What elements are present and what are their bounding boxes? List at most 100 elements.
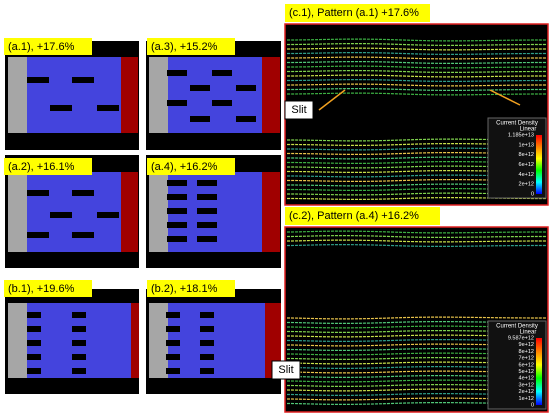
legend-tick-label: 9.587e+12 (508, 335, 534, 341)
current-streamline (286, 83, 547, 87)
label-box (4, 280, 92, 297)
slot (27, 340, 41, 346)
legend-tick-label: 4e+12 (519, 172, 534, 178)
slot (166, 326, 180, 332)
current-streamline (286, 43, 547, 46)
panel-label: (c.1), Pattern (a.1) +17.6% (289, 7, 419, 19)
legend-title: Current Density (496, 324, 538, 330)
panel-label: (b.1), +19.6% (8, 283, 75, 295)
current-streamline (286, 161, 547, 164)
slot (72, 232, 94, 238)
slot (167, 222, 187, 228)
label-box (285, 207, 440, 225)
current-streamline (286, 70, 547, 73)
gray-electrode (149, 57, 168, 133)
legend-tick-label: 1.185e+13 (508, 132, 534, 138)
current-streamline (286, 174, 547, 178)
slot (167, 70, 187, 76)
current-streamline (286, 52, 547, 55)
legend-tick-label: 0 (531, 402, 534, 408)
slot (190, 116, 210, 122)
red-electrode (262, 172, 280, 252)
panel-label: (a.4), +16.2% (151, 161, 218, 173)
legend-tick-label: 7e+12 (519, 356, 534, 362)
slot (72, 368, 86, 374)
label-box (147, 280, 235, 297)
current-streamline (286, 65, 547, 69)
slot (167, 208, 187, 214)
current-streamline (286, 197, 547, 200)
current-streamline (286, 235, 547, 238)
current-streamline (286, 61, 547, 64)
slot (166, 312, 180, 318)
gray-electrode (8, 172, 27, 252)
red-electrode (121, 172, 138, 252)
slot (27, 354, 41, 360)
gray-electrode (8, 303, 27, 378)
colorbar (536, 338, 542, 405)
label-box (147, 38, 235, 55)
current-streamline (286, 165, 547, 169)
legend-tick-label: 8e+12 (519, 349, 534, 355)
panel-label: (a.3), +15.2% (151, 41, 218, 53)
current-streamline (286, 239, 547, 243)
label-box (147, 158, 235, 175)
slot (72, 77, 94, 83)
slit-box (284, 100, 314, 120)
slot (72, 326, 86, 332)
label-box (285, 4, 430, 22)
current-streamline (286, 179, 547, 182)
slot (27, 232, 49, 238)
slot (200, 312, 214, 318)
panel-label: (a.2), +16.1% (8, 161, 75, 173)
current-streamline (286, 56, 547, 60)
current-streamline (286, 74, 547, 78)
current-streamline (286, 192, 547, 196)
slot (200, 354, 214, 360)
current-streamline (286, 143, 547, 146)
legend-tick-label: 6e+12 (519, 162, 534, 168)
slit-cutout (286, 261, 321, 312)
legend-tick-label: 6e+12 (519, 362, 534, 368)
slot (50, 212, 72, 218)
slot (166, 340, 180, 346)
slot (212, 70, 232, 76)
slot (200, 368, 214, 374)
slit-label: Slit (291, 104, 306, 116)
legend-tick-label: 1e+12 (519, 396, 534, 402)
slit-label: Slit (278, 364, 293, 376)
slot (72, 312, 86, 318)
slit-box (271, 360, 301, 380)
legend-tick-label: 0 (531, 191, 534, 197)
slot (97, 105, 119, 111)
current-streamline (286, 152, 547, 155)
legend-tick-label: 8e+12 (519, 152, 534, 158)
slot (197, 222, 217, 228)
current-streamline (286, 47, 547, 51)
legend-tick-label: 2e+12 (519, 389, 534, 395)
slot (212, 100, 232, 106)
legend-title: Current Density (496, 121, 538, 127)
red-electrode (262, 57, 280, 133)
colorbar (536, 135, 542, 194)
panel-label: (a.1), +17.6% (8, 41, 75, 53)
slot (167, 180, 187, 186)
gray-electrode (8, 57, 27, 133)
legend-tick-label: 9e+12 (519, 342, 534, 348)
slot (167, 100, 187, 106)
current-streamline (286, 88, 547, 91)
slot (97, 212, 119, 218)
slot (27, 368, 41, 374)
current-streamline (286, 188, 547, 191)
panel-label: (b.2), +18.1% (151, 283, 218, 295)
panel-label: (c.2), Pattern (a.4) +16.2% (289, 210, 419, 222)
red-electrode (121, 57, 138, 133)
slot (190, 85, 210, 91)
slot (236, 85, 256, 91)
slot (166, 354, 180, 360)
legend-tick-label: 4e+12 (519, 376, 534, 382)
slot (200, 326, 214, 332)
current-streamline (286, 138, 547, 142)
current-streamline (286, 147, 547, 151)
